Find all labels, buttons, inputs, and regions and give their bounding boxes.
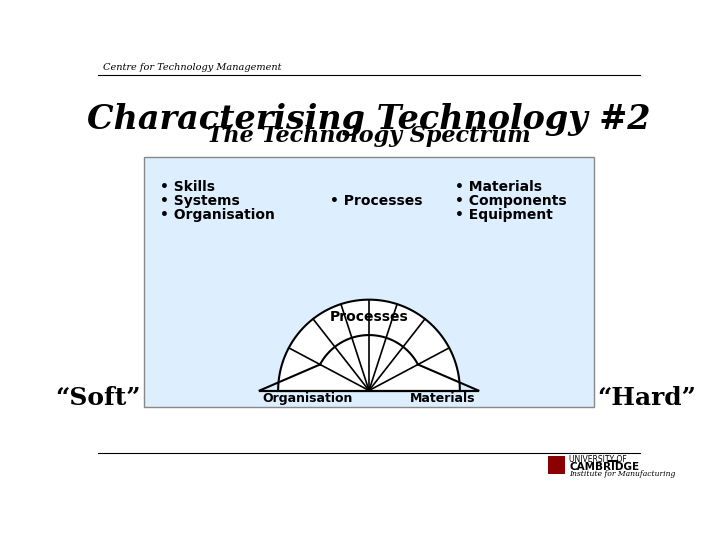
Text: UNIVERSITY OF: UNIVERSITY OF bbox=[570, 455, 627, 464]
Text: “Hard”: “Hard” bbox=[597, 386, 696, 410]
Text: • Processes: • Processes bbox=[330, 194, 423, 208]
Text: The Technology Spectrum: The Technology Spectrum bbox=[207, 125, 531, 147]
Text: Organisation: Organisation bbox=[263, 392, 353, 405]
Text: • Skills: • Skills bbox=[160, 180, 215, 194]
Text: • Equipment: • Equipment bbox=[455, 208, 553, 222]
Text: Characterising Technology #2: Characterising Technology #2 bbox=[87, 103, 651, 136]
Text: Institute for Manufacturing: Institute for Manufacturing bbox=[570, 470, 675, 478]
Bar bbox=[548, 456, 564, 475]
Text: • Organisation: • Organisation bbox=[160, 208, 274, 222]
Text: • Components: • Components bbox=[455, 194, 567, 208]
Text: Processes: Processes bbox=[330, 310, 408, 325]
Text: “Soft”: “Soft” bbox=[55, 386, 141, 410]
Polygon shape bbox=[260, 300, 478, 390]
Text: Centre for Technology Management: Centre for Technology Management bbox=[102, 64, 281, 72]
Text: Materials: Materials bbox=[410, 392, 475, 405]
FancyBboxPatch shape bbox=[144, 157, 594, 408]
Text: • Systems: • Systems bbox=[160, 194, 239, 208]
Text: • Materials: • Materials bbox=[455, 180, 542, 194]
Text: CAMBRIDGE: CAMBRIDGE bbox=[570, 462, 639, 472]
